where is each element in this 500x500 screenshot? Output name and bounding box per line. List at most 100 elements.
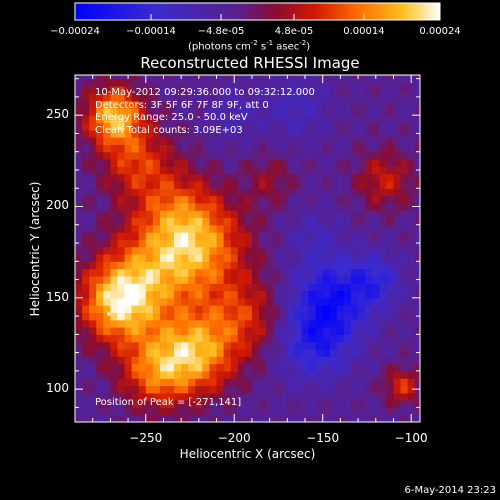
heatmap-cell <box>167 275 175 284</box>
heatmap-cell <box>167 363 175 372</box>
heatmap-cell <box>124 180 133 189</box>
heatmap-cell <box>407 283 416 292</box>
heatmap-cell <box>294 202 303 211</box>
heatmap-cell <box>124 144 133 153</box>
heatmap-cell <box>251 392 260 401</box>
heatmap-cell <box>124 224 133 233</box>
heatmap-cell <box>266 166 274 175</box>
heatmap-cell <box>266 85 274 94</box>
heatmap-cell <box>358 414 366 422</box>
heatmap-cell <box>244 173 253 182</box>
heatmap-cell <box>407 180 416 189</box>
heatmap-cell <box>329 253 338 262</box>
heatmap-cell <box>336 407 345 416</box>
heatmap-cell <box>188 151 196 160</box>
heatmap-cell <box>372 224 380 233</box>
heatmap-cell <box>89 115 97 124</box>
heatmap-cell <box>131 173 140 182</box>
heatmap-cell <box>343 348 352 357</box>
heatmap-cell <box>336 290 345 299</box>
heatmap-cell <box>315 151 324 160</box>
heatmap-cell <box>117 115 126 124</box>
heatmap-cell <box>230 268 239 277</box>
heatmap-cell <box>251 122 260 131</box>
heatmap-cell <box>131 195 140 204</box>
heatmap-cell <box>216 93 225 102</box>
heatmap-cell <box>251 341 260 350</box>
heatmap-cell <box>181 341 189 350</box>
heatmap-cell <box>195 217 203 226</box>
heatmap-cell <box>202 224 211 233</box>
heatmap-cell <box>365 407 373 416</box>
heatmap-cell <box>259 173 267 182</box>
heatmap-cell <box>244 107 253 116</box>
heatmap-cell <box>131 115 140 124</box>
heatmap-cell <box>266 370 274 379</box>
heatmap-cell <box>145 312 154 321</box>
heatmap-cell <box>223 268 232 277</box>
heatmap-cell <box>103 159 111 167</box>
heatmap-cell <box>329 385 338 394</box>
heatmap-cell <box>386 122 395 131</box>
heatmap-cell <box>131 129 140 138</box>
heatmap-cell <box>237 253 246 262</box>
y-tick-label: 250 <box>46 107 69 122</box>
heatmap-cell <box>209 290 218 299</box>
heatmap-cell <box>322 137 331 145</box>
heatmap-cell <box>181 202 189 211</box>
heatmap-cell <box>322 312 331 321</box>
heatmap-cell <box>131 107 140 116</box>
heatmap-cell <box>223 305 232 314</box>
heatmap-cell <box>82 217 90 226</box>
heatmap-cell <box>372 407 380 416</box>
heatmap-cell <box>138 261 147 270</box>
heatmap-cell <box>308 100 317 109</box>
heatmap-cell <box>343 202 352 211</box>
heatmap-cell <box>188 195 196 204</box>
heatmap-cell <box>358 217 366 226</box>
heatmap-cell <box>131 327 140 335</box>
heatmap-cell <box>322 75 331 80</box>
heatmap-cell <box>216 283 225 292</box>
heatmap-cell <box>110 312 119 321</box>
heatmap-cell <box>195 283 203 292</box>
heatmap-cell <box>308 93 317 102</box>
heatmap-cell <box>372 202 380 211</box>
heatmap-cell <box>273 378 281 387</box>
heatmap-cell <box>400 370 409 379</box>
heatmap-cell <box>322 400 331 408</box>
heatmap-cell <box>117 327 126 335</box>
heatmap-cell <box>287 195 295 204</box>
heatmap-cell <box>315 107 324 116</box>
heatmap-cell <box>251 246 260 255</box>
heatmap-cell <box>131 224 140 233</box>
colorbar-tick-label: 0.00014 <box>343 26 385 37</box>
heatmap-cell <box>400 363 409 372</box>
heatmap-cell <box>82 115 90 124</box>
heatmap-cell <box>301 210 310 219</box>
heatmap-cell <box>145 75 154 80</box>
heatmap-cell <box>152 78 161 87</box>
heatmap-cell <box>237 107 246 116</box>
heatmap-cell <box>131 334 140 343</box>
heatmap-cell <box>75 75 83 80</box>
heatmap-cell <box>379 253 387 262</box>
heatmap-cell <box>322 253 331 262</box>
heatmap-cell <box>131 246 140 255</box>
heatmap-cell <box>351 348 359 357</box>
heatmap-cell <box>329 202 338 211</box>
heatmap-cell <box>75 151 83 160</box>
heatmap-cell <box>294 283 303 292</box>
heatmap-cell <box>138 159 147 167</box>
heatmap-cell <box>230 115 239 124</box>
heatmap-cell <box>351 327 359 335</box>
heatmap-cell <box>159 137 168 145</box>
heatmap-cell <box>251 144 260 153</box>
heatmap-cell <box>124 392 133 401</box>
heatmap-cell <box>145 385 154 394</box>
heatmap-cell <box>259 385 267 394</box>
heatmap-cell <box>209 385 218 394</box>
heatmap-cell <box>96 348 104 357</box>
heatmap-cell <box>202 356 211 365</box>
heatmap-cell <box>103 312 111 321</box>
